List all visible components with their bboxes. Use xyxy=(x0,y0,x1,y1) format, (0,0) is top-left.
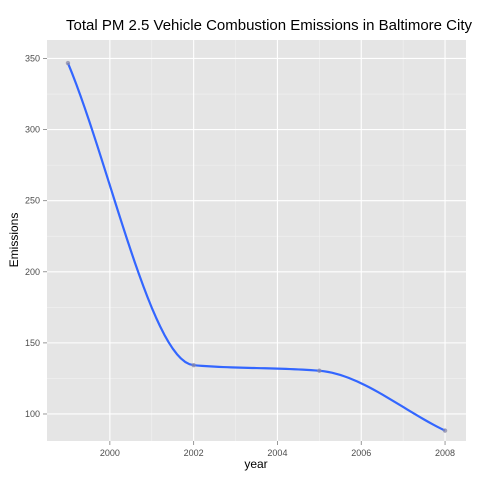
minor-grid xyxy=(47,40,466,441)
plot-panel xyxy=(47,40,466,441)
y-tick-label: 250 xyxy=(25,196,40,206)
y-tick-label: 300 xyxy=(25,125,40,135)
y-tick-label: 100 xyxy=(25,409,40,419)
y-tick-label: 150 xyxy=(25,338,40,348)
y-axis-title: Emissions xyxy=(7,213,21,268)
x-axis-title: year xyxy=(244,457,267,471)
data-point xyxy=(317,368,322,373)
data-point xyxy=(65,60,71,66)
series-layer xyxy=(65,60,448,433)
chart-title: Total PM 2.5 Vehicle Combustion Emission… xyxy=(66,17,472,34)
x-tick-label: 2004 xyxy=(267,448,287,458)
major-grid xyxy=(47,40,466,441)
series-line xyxy=(66,62,446,432)
x-tick-label: 2002 xyxy=(184,448,204,458)
y-tick-label: 350 xyxy=(25,53,40,63)
data-point xyxy=(191,363,196,368)
x-tick-label: 2008 xyxy=(435,448,455,458)
data-point xyxy=(442,428,448,433)
x-tick-label: 2000 xyxy=(100,448,120,458)
x-axis: 2000 2002 2004 2006 2008 xyxy=(100,441,455,458)
y-tick-label: 200 xyxy=(25,267,40,277)
x-tick-label: 2006 xyxy=(351,448,371,458)
y-axis: 100 150 200 250 300 350 xyxy=(25,53,47,419)
